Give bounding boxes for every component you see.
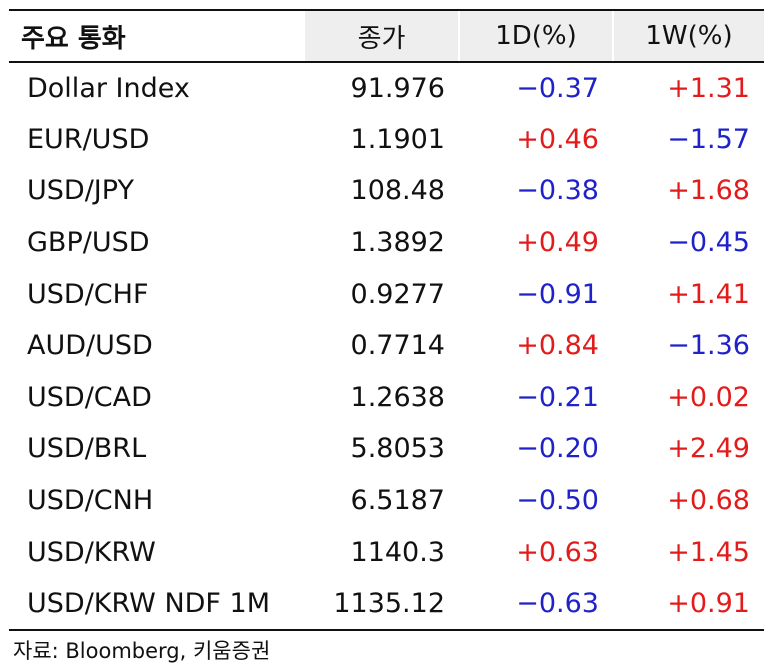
header-close: 종가: [305, 9, 459, 63]
currency-name: AUD/USD: [27, 330, 153, 362]
close-value: 0.9277: [350, 278, 445, 310]
table-row: USD/BRL 5.8053 −0.20 +2.49: [9, 423, 764, 475]
change-1d: −0.38: [516, 175, 599, 207]
table-row: EUR/USD 1.1901 +0.46 −1.57: [9, 114, 764, 166]
change-1d: +0.84: [516, 330, 599, 362]
change-1d: −0.50: [516, 485, 599, 517]
change-1d: −0.63: [459, 577, 613, 631]
change-1w: +1.45: [667, 536, 750, 568]
currency-name: USD/KRW NDF 1M: [9, 577, 305, 631]
header-1w-change: 1W(%): [612, 9, 764, 63]
close-value: 1140.3: [350, 536, 445, 568]
close-value: 1.2638: [350, 381, 445, 413]
change-1w: +0.91: [613, 577, 764, 631]
header-currency: 주요 통화: [9, 9, 305, 63]
currency-name: Dollar Index: [27, 72, 190, 104]
change-1d: −0.91: [516, 278, 599, 310]
close-value: 5.8053: [350, 433, 445, 465]
table-row: GBP/USD 1.3892 +0.49 −0.45: [9, 217, 764, 269]
close-value: 1.1901: [350, 123, 445, 155]
change-1w: −1.36: [667, 330, 750, 362]
currency-name: USD/CHF: [27, 278, 149, 310]
change-1d: +0.63: [516, 536, 599, 568]
close-value: 0.7714: [350, 330, 445, 362]
table-body: Dollar Index 91.976 −0.37 +1.31 EUR/USD 1.190…: [9, 62, 764, 631]
table-row: USD/KRW NDF 1M 1135.12 −0.63 +0.91: [9, 577, 764, 631]
table-header-row: 주요 통화 종가 1D(%) 1W(%): [9, 9, 764, 63]
change-1w: +1.41: [667, 278, 750, 310]
close-value: 1.3892: [350, 227, 445, 259]
close-value: 6.5187: [350, 485, 445, 517]
change-1w: +1.31: [667, 72, 750, 104]
change-1w: +0.02: [667, 381, 750, 413]
source-note: 자료: Bloomberg, 키움증권: [13, 639, 271, 663]
currency-name: USD/BRL: [27, 433, 147, 465]
change-1w: +1.68: [667, 175, 750, 207]
table-row: USD/KRW 1140.3 +0.63 +1.45: [9, 526, 764, 578]
table-row: USD/JPY 108.48 −0.38 +1.68: [9, 165, 764, 217]
major-currencies-table: 주요 통화 종가 1D(%) 1W(%) Dollar Index 91.976 −…: [9, 9, 764, 631]
header-1d-change: 1D(%): [458, 9, 613, 63]
currency-name: USD/JPY: [27, 175, 134, 207]
table-row: AUD/USD 0.7714 +0.84 −1.36: [9, 320, 764, 372]
change-1w: −0.45: [667, 227, 750, 259]
close-value: 108.48: [350, 175, 445, 207]
change-1w: +0.68: [667, 485, 750, 517]
table-row: USD/CNH 6.5187 −0.50 +0.68: [9, 475, 764, 527]
close-value: 1135.12: [305, 577, 459, 631]
change-1d: +0.49: [516, 227, 599, 259]
table-row: USD/CHF 0.9277 −0.91 +1.41: [9, 268, 764, 320]
change-1d: +0.46: [516, 123, 599, 155]
change-1d: −0.20: [516, 433, 599, 465]
currency-name: GBP/USD: [27, 227, 150, 259]
change-1w: −1.57: [667, 123, 750, 155]
currency-name: USD/CAD: [27, 381, 152, 413]
change-1w: +2.49: [667, 433, 750, 465]
currency-name: USD/KRW: [27, 536, 156, 568]
change-1d: −0.21: [516, 381, 599, 413]
currency-name: USD/CNH: [27, 485, 154, 517]
change-1d: −0.37: [516, 72, 599, 104]
currency-name: EUR/USD: [27, 123, 150, 155]
table-row: Dollar Index 91.976 −0.37 +1.31: [9, 62, 764, 114]
table-row: USD/CAD 1.2638 −0.21 +0.02: [9, 372, 764, 424]
close-value: 91.976: [350, 72, 445, 104]
